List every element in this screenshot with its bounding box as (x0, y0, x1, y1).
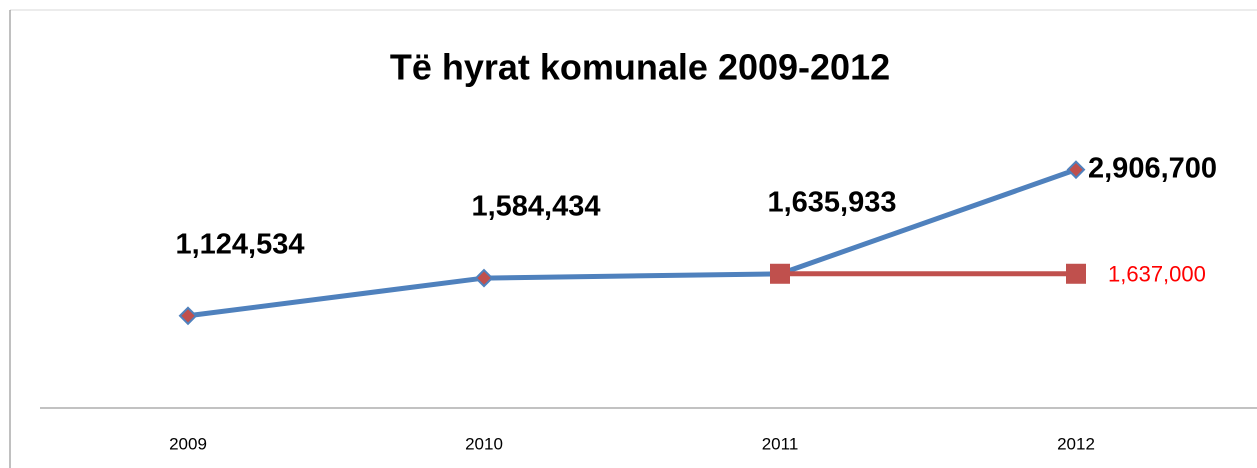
chart-title: Të hyrat komunale 2009-2012 (390, 47, 890, 88)
marker (178, 306, 198, 326)
data-label: 1,124,534 (175, 228, 304, 260)
marker (770, 263, 790, 284)
series-line (187, 167, 1077, 319)
marker (474, 268, 494, 288)
marker (1066, 160, 1086, 180)
x-tick-label: 2012 (1057, 434, 1095, 453)
data-label: 1,635,933 (767, 187, 896, 219)
data-label: 1,584,434 (471, 191, 600, 223)
data-label: 1,637,000 (1108, 262, 1206, 287)
data-label: 2,906,700 (1088, 152, 1217, 184)
marker (1066, 263, 1086, 284)
x-tick-label: 2011 (762, 434, 799, 453)
x-tick-label: 2010 (465, 434, 503, 453)
x-tick-label: 2009 (169, 434, 207, 453)
